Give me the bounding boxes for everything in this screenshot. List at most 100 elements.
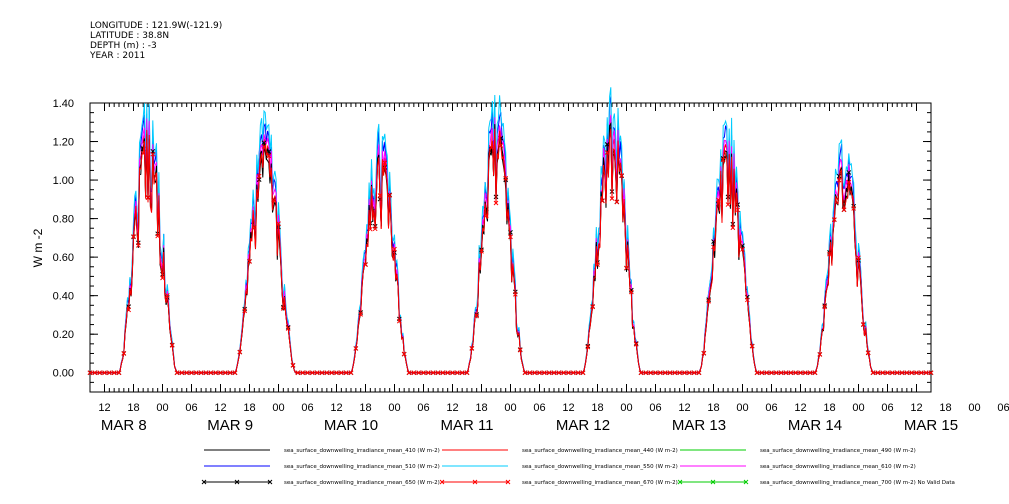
x-tick-label: 12 bbox=[678, 402, 690, 414]
series-marker bbox=[754, 370, 760, 376]
series-marker bbox=[271, 197, 277, 203]
series-marker bbox=[256, 173, 262, 179]
series-marker bbox=[619, 173, 625, 178]
x-tick-label: 06 bbox=[417, 402, 429, 414]
series-marker bbox=[633, 341, 639, 347]
legend-marker bbox=[267, 479, 273, 485]
series-marker bbox=[870, 370, 876, 376]
series-marker bbox=[483, 213, 489, 219]
x-tick-label: 06 bbox=[185, 402, 197, 414]
x-tick-label: 18 bbox=[359, 402, 371, 414]
series-marker bbox=[512, 291, 518, 297]
x-day-label: MAR 10 bbox=[324, 417, 378, 434]
legend-marker bbox=[234, 479, 240, 485]
series-marker bbox=[169, 343, 175, 348]
series-marker bbox=[522, 370, 528, 376]
x-tick-label: 00 bbox=[968, 402, 980, 414]
series-marker bbox=[363, 262, 368, 267]
series-marker bbox=[150, 151, 156, 157]
series-marker bbox=[836, 177, 842, 183]
series-marker bbox=[875, 370, 881, 376]
series-marker bbox=[358, 312, 364, 317]
series-marker bbox=[836, 173, 842, 179]
series-marker bbox=[778, 370, 784, 376]
series-marker bbox=[744, 297, 750, 303]
series-marker bbox=[667, 370, 673, 376]
series-marker bbox=[817, 352, 823, 357]
series-marker bbox=[488, 145, 494, 150]
y-tick-label: 1.40 bbox=[53, 98, 74, 110]
x-tick-label: 00 bbox=[504, 402, 516, 414]
y-tick-label: 0.40 bbox=[53, 291, 74, 303]
series-marker bbox=[295, 370, 301, 376]
x-tick-label: 06 bbox=[765, 402, 777, 414]
x-tick-label: 18 bbox=[127, 402, 139, 414]
series-marker bbox=[735, 207, 741, 213]
x-tick-label: 12 bbox=[330, 402, 342, 414]
series-marker bbox=[160, 275, 165, 281]
x-tick-label: 18 bbox=[591, 402, 603, 414]
series-marker bbox=[788, 370, 794, 376]
series-marker bbox=[570, 370, 576, 376]
series-marker bbox=[430, 370, 436, 376]
x-tick-label: 18 bbox=[939, 402, 951, 414]
series-marker bbox=[856, 255, 861, 261]
series-marker bbox=[648, 370, 654, 376]
series-marker bbox=[682, 370, 687, 376]
series-marker bbox=[802, 370, 808, 376]
x-tick-label: 06 bbox=[997, 402, 1009, 414]
series-marker bbox=[846, 179, 852, 185]
series-marker bbox=[189, 370, 194, 376]
series-marker bbox=[203, 370, 209, 376]
series-marker bbox=[711, 244, 716, 250]
series-marker bbox=[508, 230, 513, 235]
x-tick-label: 00 bbox=[156, 402, 168, 414]
series-marker bbox=[459, 370, 465, 376]
series-marker bbox=[725, 202, 731, 207]
series-marker bbox=[889, 370, 895, 376]
series-marker bbox=[300, 370, 306, 376]
y-tick-label: 1.00 bbox=[53, 175, 74, 187]
series-marker bbox=[527, 370, 533, 376]
series-marker bbox=[334, 370, 339, 376]
series-marker bbox=[266, 153, 272, 159]
series-marker bbox=[764, 370, 770, 376]
series-marker bbox=[198, 370, 204, 376]
depth-label: DEPTH (m) : -3 bbox=[90, 41, 157, 51]
x-tick-label: 18 bbox=[823, 402, 835, 414]
series-marker bbox=[677, 370, 683, 376]
x-tick-label: 18 bbox=[707, 402, 719, 414]
series-marker bbox=[841, 207, 847, 213]
series-marker bbox=[92, 370, 98, 376]
legend-marker bbox=[743, 479, 749, 485]
series-marker bbox=[773, 370, 779, 376]
series-marker bbox=[392, 246, 397, 252]
series-marker bbox=[416, 370, 422, 376]
series-marker bbox=[696, 370, 702, 376]
series-marker bbox=[305, 370, 310, 376]
series-marker bbox=[769, 370, 774, 376]
series-marker bbox=[798, 370, 803, 376]
series-marker bbox=[208, 370, 214, 376]
series-marker bbox=[672, 370, 678, 376]
x-tick-label: 00 bbox=[272, 402, 284, 414]
series-marker bbox=[367, 226, 373, 232]
series-marker bbox=[899, 370, 905, 376]
legend-label: sea_surface_downwelling_irradiance_mean_… bbox=[522, 448, 678, 454]
x-day-label: MAR 9 bbox=[207, 417, 253, 434]
series-marker bbox=[595, 262, 600, 267]
legend-label: sea_surface_downwelling_irradiance_mean_… bbox=[522, 464, 678, 470]
series-marker bbox=[145, 195, 151, 200]
series-marker bbox=[662, 370, 668, 376]
series-marker bbox=[222, 370, 228, 376]
series-marker bbox=[324, 370, 330, 376]
series-marker bbox=[421, 370, 426, 376]
series-marker bbox=[715, 197, 721, 203]
series-marker bbox=[575, 370, 581, 376]
series-marker bbox=[261, 144, 267, 149]
series-marker bbox=[865, 350, 871, 356]
series-marker bbox=[251, 225, 257, 231]
series-marker bbox=[827, 251, 832, 257]
series-marker bbox=[914, 370, 919, 376]
